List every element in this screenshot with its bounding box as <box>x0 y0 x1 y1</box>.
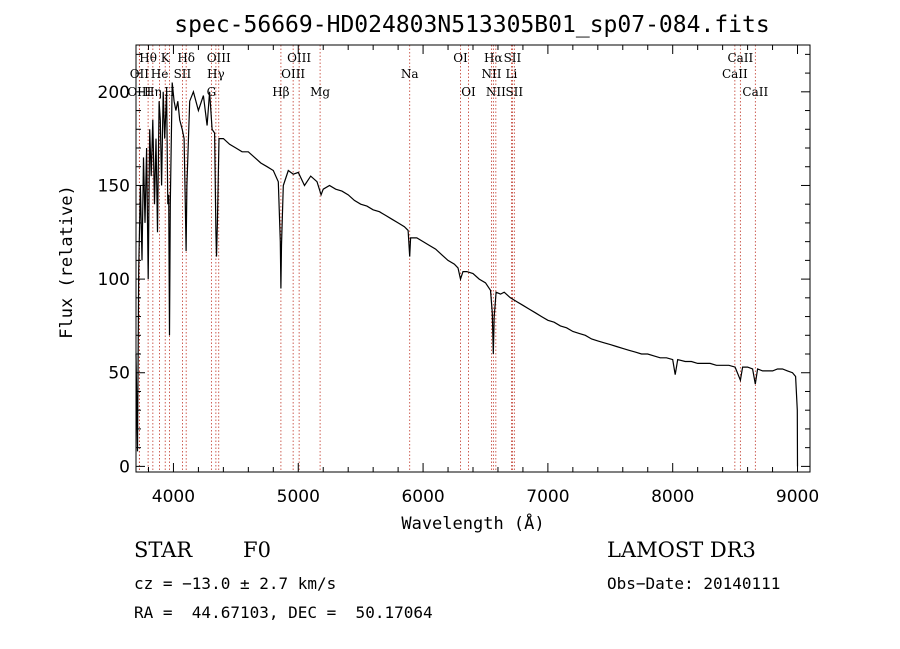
line-label: NII <box>481 67 501 81</box>
line-label: K <box>161 51 171 65</box>
x-tick-label: 5000 <box>277 487 320 507</box>
line-label: H <box>164 85 174 99</box>
line-label: CaII <box>722 67 748 81</box>
object-subclass: F0 <box>243 538 271 562</box>
line-label: Li <box>506 67 518 81</box>
line-label: CaII <box>742 85 768 99</box>
x-tick-label: 9000 <box>776 487 819 507</box>
y-axis: 0 50 100 150 200 <box>98 53 810 477</box>
line-label: NII <box>486 85 506 99</box>
line-label: SII <box>505 85 523 99</box>
x-tick-label: 6000 <box>401 487 444 507</box>
observation-date: Obs−Date: 20140111 <box>607 574 781 593</box>
y-tick-label: 150 <box>98 176 130 196</box>
line-label: SII <box>504 51 522 65</box>
y-tick-label: 100 <box>98 270 130 290</box>
line-label: Hη <box>144 85 162 99</box>
line-label: OI <box>453 51 468 65</box>
redshift-info: cz = −13.0 ± 2.7 km/s <box>134 574 337 593</box>
line-label: Hθ <box>139 51 157 65</box>
y-tick-label: 50 <box>108 364 130 384</box>
line-label: Hα <box>484 51 503 65</box>
line-label: Hγ <box>207 67 225 81</box>
x-tick-label: 4000 <box>152 487 195 507</box>
line-label: OIII <box>281 67 305 81</box>
line-label: Mg <box>310 85 330 99</box>
line-label: OII <box>130 67 150 81</box>
spectrum-series <box>135 82 799 467</box>
line-label: He <box>151 67 169 81</box>
line-label: OIII <box>207 51 231 65</box>
y-tick-label: 200 <box>98 83 130 103</box>
x-tick-label: 7000 <box>526 487 569 507</box>
line-label: G <box>207 85 217 99</box>
plot-frame <box>135 44 811 473</box>
emission-line-markers <box>138 45 756 472</box>
line-label: SII <box>174 67 192 81</box>
line-label: OIII <box>287 51 311 65</box>
line-label: CaII <box>727 51 753 65</box>
survey-name: LAMOST DR3 <box>607 538 756 562</box>
x-tick-label: 8000 <box>651 487 694 507</box>
line-label: Hβ <box>272 85 289 99</box>
chart-title: spec-56669-HD024803N513305B01_sp07-084.f… <box>174 12 769 38</box>
line-label: OI <box>461 85 476 99</box>
x-axis: 4000 5000 6000 7000 8000 9000 <box>147 45 819 507</box>
y-tick-label: 0 <box>119 457 130 477</box>
line-label: Hδ <box>177 51 195 65</box>
object-class: STAR <box>134 538 193 562</box>
y-axis-label: Flux (relative) <box>57 185 77 339</box>
line-label: Na <box>401 67 419 81</box>
x-axis-label: Wavelength (Å) <box>401 512 544 534</box>
coordinates-info: RA = 44.67103, DEC = 50.17064 <box>134 603 433 622</box>
